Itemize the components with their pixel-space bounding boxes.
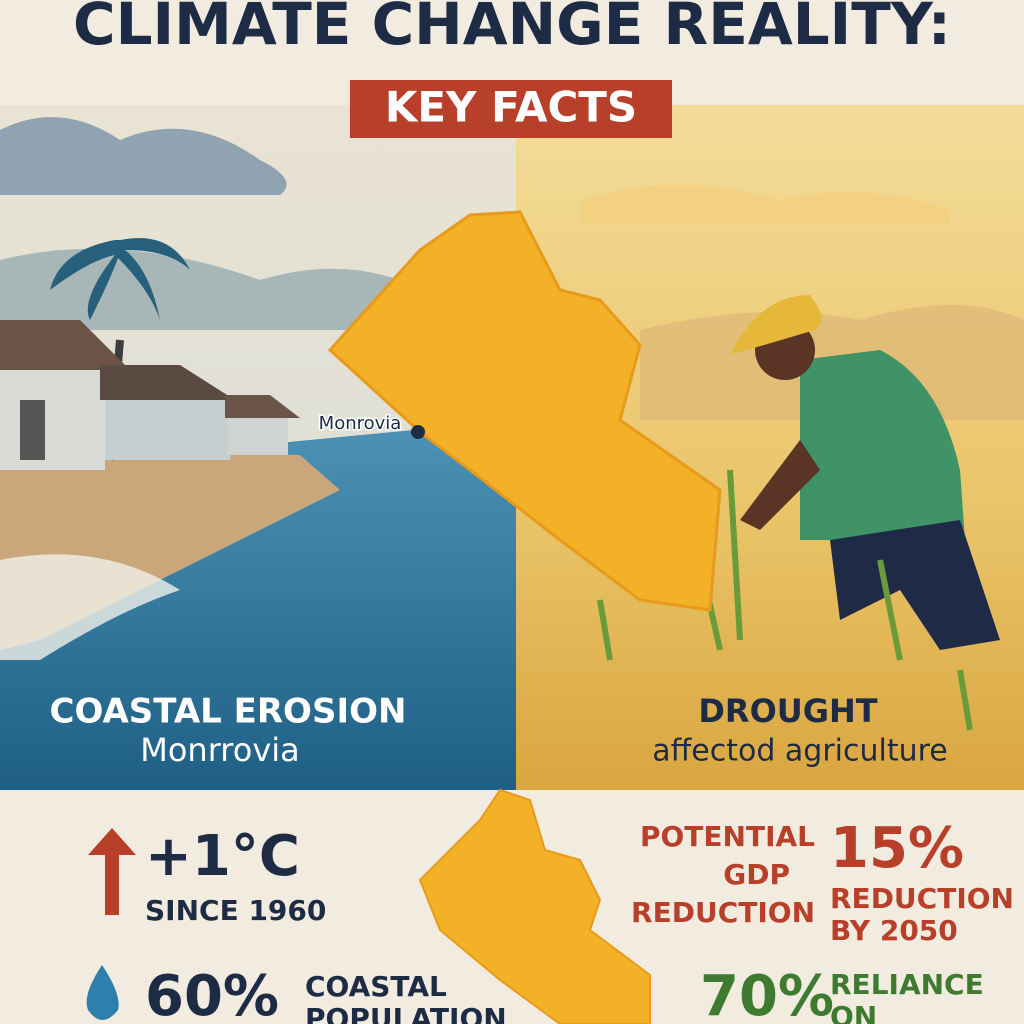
stat-label: REDUCTION bbox=[631, 896, 815, 929]
up-arrow-icon bbox=[88, 828, 136, 915]
drop-icon bbox=[86, 965, 119, 1020]
stat-label: POTENTIAL bbox=[640, 820, 815, 853]
subtitle: KEY FACTS bbox=[385, 83, 637, 132]
coastal-scene bbox=[0, 105, 516, 790]
stat-value: 60% bbox=[145, 964, 279, 1024]
city-label: Monrovia bbox=[319, 413, 402, 434]
stat-label: BY 2050 bbox=[830, 914, 958, 947]
stat-label: SINCE 1960 bbox=[145, 894, 326, 927]
stat-value: 70% bbox=[700, 964, 834, 1024]
small-map bbox=[418, 788, 651, 1024]
title: CLIMATE CHANGE REALITY: bbox=[73, 0, 951, 58]
country-map bbox=[327, 210, 722, 612]
panel-caption: Monrrovia bbox=[140, 731, 300, 769]
subtitle-banner bbox=[350, 80, 672, 138]
stat-label: POPULATION bbox=[305, 1002, 507, 1024]
stat-value: +1°C bbox=[145, 824, 300, 889]
panel-caption: affectod agriculture bbox=[652, 734, 948, 769]
stat-label: RELIANCE bbox=[830, 968, 984, 1001]
stat-label: COASTAL bbox=[305, 970, 447, 1003]
city-dot bbox=[411, 425, 425, 439]
stat-label: ON bbox=[830, 1000, 877, 1024]
stat-label: REDUCTION bbox=[830, 882, 1014, 915]
panel-heading: COASTAL EROSION bbox=[50, 692, 407, 732]
panel-heading: DROUGHT bbox=[698, 692, 877, 730]
stat-value: 15% bbox=[830, 816, 964, 881]
stat-label: GDP bbox=[723, 858, 790, 891]
